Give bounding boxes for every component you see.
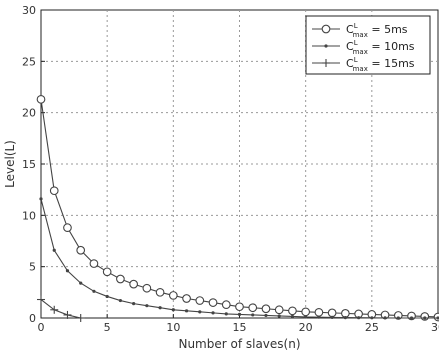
circle-marker bbox=[327, 308, 337, 318]
x-tick-label: 10 bbox=[166, 321, 180, 334]
legend-item: CL max = 10ms bbox=[312, 39, 415, 56]
x-axis-ticks: 0 5 10 15 20 25 30 bbox=[38, 314, 439, 334]
x-tick-label: 5 bbox=[104, 321, 111, 334]
dot-marker bbox=[237, 312, 242, 317]
x-tick-label: 25 bbox=[365, 321, 379, 334]
dot-marker bbox=[383, 316, 387, 320]
dot-marker bbox=[277, 314, 281, 318]
dot-marker bbox=[145, 304, 149, 308]
dot-marker bbox=[105, 294, 109, 299]
x-axis-label: Number of slaves(n) bbox=[178, 337, 300, 351]
circle-marker bbox=[76, 245, 86, 255]
dot-marker bbox=[211, 311, 215, 315]
legend-item: CL max = 5ms bbox=[312, 22, 408, 39]
legend-item: CL max = 15ms bbox=[312, 56, 415, 73]
y-tick-label: 0 bbox=[29, 312, 36, 325]
series-3 bbox=[37, 295, 85, 322]
dot-marker bbox=[171, 308, 175, 312]
legend-label: CL max = 10ms bbox=[346, 39, 415, 56]
y-tick-label: 15 bbox=[22, 158, 36, 171]
circle-marker bbox=[155, 287, 165, 297]
dot-marker bbox=[290, 314, 295, 319]
circle-marker bbox=[274, 305, 284, 315]
x-tick-label: 15 bbox=[233, 321, 247, 334]
plus-marker bbox=[76, 314, 85, 322]
dot-marker bbox=[79, 281, 83, 285]
plus-marker bbox=[322, 59, 330, 67]
dot-marker bbox=[52, 248, 56, 252]
circle-marker bbox=[221, 300, 231, 310]
circle-marker bbox=[63, 223, 72, 233]
x-tick-label: 0 bbox=[38, 321, 45, 334]
series-2 bbox=[39, 197, 439, 320]
circle-marker bbox=[261, 304, 271, 314]
dot-marker bbox=[118, 298, 122, 303]
circle-marker bbox=[129, 279, 138, 289]
circle-marker bbox=[235, 302, 244, 312]
dot-marker bbox=[324, 44, 328, 48]
y-tick-label: 10 bbox=[22, 209, 36, 222]
circle-marker bbox=[301, 307, 311, 317]
y-tick-label: 20 bbox=[22, 107, 36, 120]
circle-marker bbox=[321, 24, 331, 34]
y-axis-ticks: 0 5 10 15 20 25 30 bbox=[22, 4, 45, 325]
dot-marker bbox=[343, 315, 347, 320]
circle-marker bbox=[208, 298, 218, 307]
plus-marker bbox=[63, 310, 72, 319]
dot-marker bbox=[65, 269, 70, 273]
circle-marker bbox=[168, 291, 178, 300]
x-tick-label: 20 bbox=[299, 321, 313, 334]
circle-marker bbox=[36, 94, 46, 104]
dot-marker bbox=[184, 309, 189, 313]
y-tick-label: 5 bbox=[29, 261, 36, 274]
dot-marker bbox=[198, 310, 202, 314]
dot-marker bbox=[158, 306, 162, 310]
x-tick-label: 30 bbox=[431, 321, 439, 334]
circle-marker bbox=[89, 259, 99, 268]
dot-marker bbox=[396, 316, 400, 320]
dot-marker bbox=[436, 316, 439, 320]
series-line bbox=[40, 299, 81, 319]
plus-marker bbox=[37, 295, 45, 304]
dot-marker bbox=[317, 315, 321, 319]
dot-marker bbox=[132, 302, 136, 306]
series-1 bbox=[36, 94, 439, 322]
circle-marker bbox=[142, 283, 152, 293]
plus-marker bbox=[50, 305, 59, 314]
y-tick-label: 25 bbox=[22, 55, 36, 68]
circle-marker bbox=[314, 308, 324, 317]
dot-marker bbox=[304, 315, 308, 319]
dot-marker bbox=[357, 316, 361, 320]
dot-marker bbox=[423, 316, 427, 320]
circle-marker bbox=[102, 267, 112, 277]
y-axis-label: Level(L) bbox=[3, 140, 17, 188]
circle-marker bbox=[182, 294, 191, 303]
circle-marker bbox=[248, 303, 258, 313]
dot-marker bbox=[330, 315, 334, 319]
dot-marker bbox=[409, 316, 414, 320]
y-tick-label: 30 bbox=[22, 4, 36, 17]
circle-marker bbox=[288, 306, 297, 316]
dot-marker bbox=[251, 313, 255, 317]
dot-marker bbox=[39, 197, 43, 201]
dot-marker bbox=[264, 313, 268, 318]
dot-marker bbox=[92, 289, 96, 293]
legend-label: CL max = 15ms bbox=[346, 56, 415, 73]
circle-marker bbox=[49, 186, 59, 196]
dot-marker bbox=[370, 316, 374, 320]
dot-marker bbox=[224, 312, 228, 316]
circle-marker bbox=[116, 274, 125, 284]
legend-label: CL max = 5ms bbox=[346, 22, 408, 39]
series-group bbox=[36, 94, 439, 322]
circle-marker bbox=[195, 296, 205, 305]
